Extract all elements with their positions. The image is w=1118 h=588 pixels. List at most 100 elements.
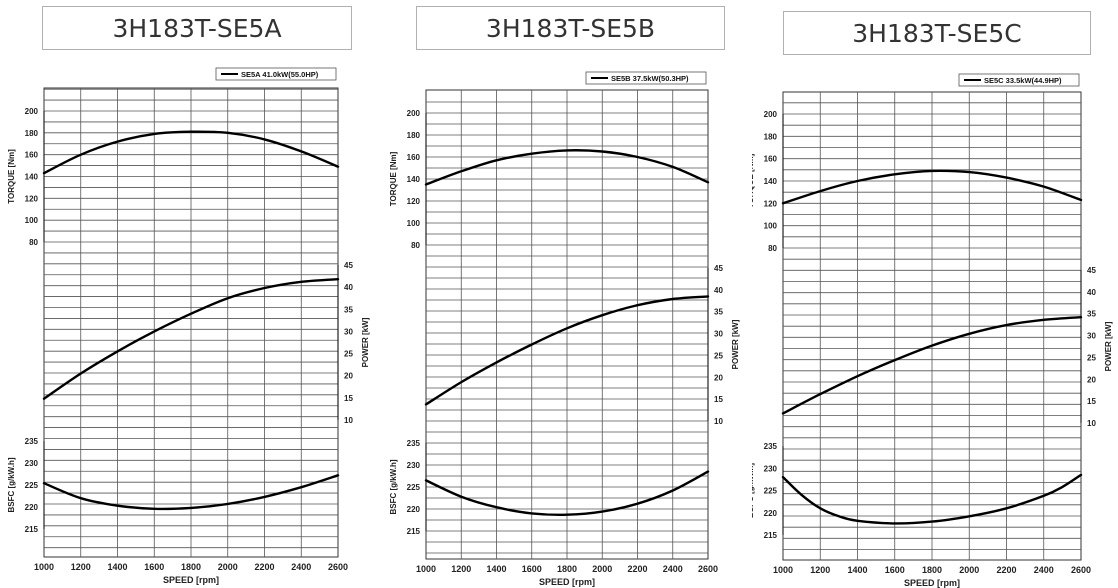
bsfc-tick-label: 225 (25, 481, 39, 490)
power-tick-label: 35 (1087, 310, 1096, 319)
power-tick-label: 10 (344, 416, 353, 425)
x-tick-label: 2600 (698, 564, 718, 574)
torque-tick-label: 160 (764, 155, 778, 164)
torque-axis-label: TORQUE [Nm] (389, 151, 398, 206)
bsfc-tick-label: 215 (407, 527, 421, 536)
x-tick-label: 1200 (71, 562, 91, 572)
torque-tick-label: 160 (25, 151, 39, 160)
x-tick-label: 2000 (959, 565, 979, 575)
x-axis-label: SPEED [rpm] (904, 578, 960, 588)
x-tick-label: 1400 (847, 565, 867, 575)
power-tick-label: 45 (344, 261, 353, 270)
torque-tick-label: 140 (764, 177, 778, 186)
bsfc-tick-label: 220 (25, 503, 39, 512)
x-tick-label: 1400 (107, 562, 127, 572)
x-tick-label: 2000 (218, 562, 238, 572)
bsfc-tick-label: 220 (407, 505, 421, 514)
bsfc-tick-label: 225 (764, 487, 778, 496)
x-tick-label: 1600 (885, 565, 905, 575)
x-tick-label: 1800 (557, 564, 577, 574)
engine-performance-chart-se5b: 1000 1200 1400 1600 1800 2000 2200 2400 2600 SPEE… (389, 71, 740, 587)
x-tick-label: 1000 (773, 565, 793, 575)
legend-box (215, 67, 337, 81)
x-tick-label: 1600 (144, 562, 164, 572)
torque-tick-label: 180 (764, 132, 778, 141)
power-curve (781, 316, 1083, 415)
x-tick-label: 2200 (627, 564, 647, 574)
torque-tick-label: 100 (25, 216, 39, 225)
power-axis-label: POWER [kW] (361, 317, 370, 367)
x-tick-label: 2000 (592, 564, 612, 574)
power-curve (42, 278, 340, 400)
chart-title-se5a: 3H183T-SE5A (42, 6, 352, 50)
power-tick-label: 20 (1087, 375, 1096, 384)
torque-tick-label: 140 (25, 173, 39, 182)
bsfc-tick-label: 225 (407, 483, 421, 492)
bsfc-curve (781, 473, 1083, 525)
x-tick-label: 1200 (451, 564, 471, 574)
torque-tick-label: 200 (764, 110, 778, 119)
torque-curve (781, 169, 1083, 205)
power-axis-label: POWER [kW] (731, 319, 740, 369)
power-tick-label: 10 (714, 417, 723, 426)
legend-label: SE5C 33.5kW(44.9HP) (984, 76, 1062, 85)
torque-tick-label: 120 (407, 197, 421, 206)
power-tick-label: 35 (714, 308, 723, 317)
power-tick-label: 30 (714, 330, 723, 339)
bsfc-tick-label: 230 (25, 459, 39, 468)
legend-label: SE5A 41.0kW(55.0HP) (241, 70, 319, 79)
power-tick-label: 20 (344, 372, 353, 381)
x-tick-label: 1000 (34, 562, 54, 572)
power-tick-label: 40 (714, 286, 723, 295)
bsfc-tick-label: 215 (25, 525, 39, 534)
torque-tick-label: 200 (407, 109, 421, 118)
torque-tick-label: 80 (768, 244, 777, 253)
torque-tick-label: 120 (25, 194, 39, 203)
torque-tick-label: 80 (29, 238, 38, 247)
power-tick-label: 15 (714, 395, 723, 404)
power-axis-label: POWER [kW] (1104, 321, 1113, 371)
power-tick-label: 45 (714, 264, 723, 273)
power-tick-label: 40 (1087, 288, 1096, 297)
torque-tick-label: 100 (764, 222, 778, 231)
bsfc-tick-label: 235 (407, 439, 421, 448)
bsfc-curve (424, 470, 710, 516)
power-tick-label: 30 (1087, 332, 1096, 341)
x-tick-label: 1000 (416, 564, 436, 574)
x-tick-label: 1800 (181, 562, 201, 572)
torque-tick-label: 120 (764, 199, 778, 208)
power-curve (424, 295, 710, 406)
bsfc-axis-label: BSFC [g/kW.h] (389, 459, 398, 514)
engine-performance-chart-se5c: 1000 1200 1400 1600 1800 2000 2200 2400 2600 SPEE… (752, 73, 1113, 588)
torque-tick-label: 80 (411, 241, 420, 250)
x-tick-label: 2400 (663, 564, 683, 574)
engine-performance-chart-se5a: 1000 1200 1400 1600 1800 2000 2200 2400 2600 SPEE… (7, 67, 370, 585)
torque-curve (424, 149, 710, 186)
power-tick-label: 45 (1087, 266, 1096, 275)
x-tick-label: 1200 (810, 565, 830, 575)
bsfc-tick-label: 235 (25, 437, 39, 446)
bsfc-tick-label: 215 (764, 531, 778, 540)
power-tick-label: 15 (344, 394, 353, 403)
bsfc-tick-label: 230 (407, 461, 421, 470)
legend-box (585, 71, 707, 85)
bsfc-tick-label: 220 (764, 509, 778, 518)
chart-title-se5b: 3H183T-SE5B (416, 6, 725, 50)
x-tick-label: 2400 (1034, 565, 1054, 575)
bsfc-curve (42, 474, 340, 511)
chart-title-se5c: 3H183T-SE5C (783, 11, 1091, 55)
power-tick-label: 25 (714, 351, 723, 360)
x-tick-label: 1800 (922, 565, 942, 575)
torque-tick-label: 180 (407, 131, 421, 140)
bsfc-axis-label: BSFC [g/kW.h] (7, 457, 16, 512)
torque-tick-label: 100 (407, 219, 421, 228)
power-tick-label: 25 (344, 350, 353, 359)
power-tick-label: 10 (1087, 419, 1096, 428)
power-tick-label: 25 (1087, 353, 1096, 362)
torque-tick-label: 180 (25, 129, 39, 138)
power-tick-label: 20 (714, 373, 723, 382)
x-tick-label: 1400 (486, 564, 506, 574)
x-tick-label: 1600 (522, 564, 542, 574)
legend-box (958, 73, 1080, 87)
power-tick-label: 15 (1087, 397, 1096, 406)
